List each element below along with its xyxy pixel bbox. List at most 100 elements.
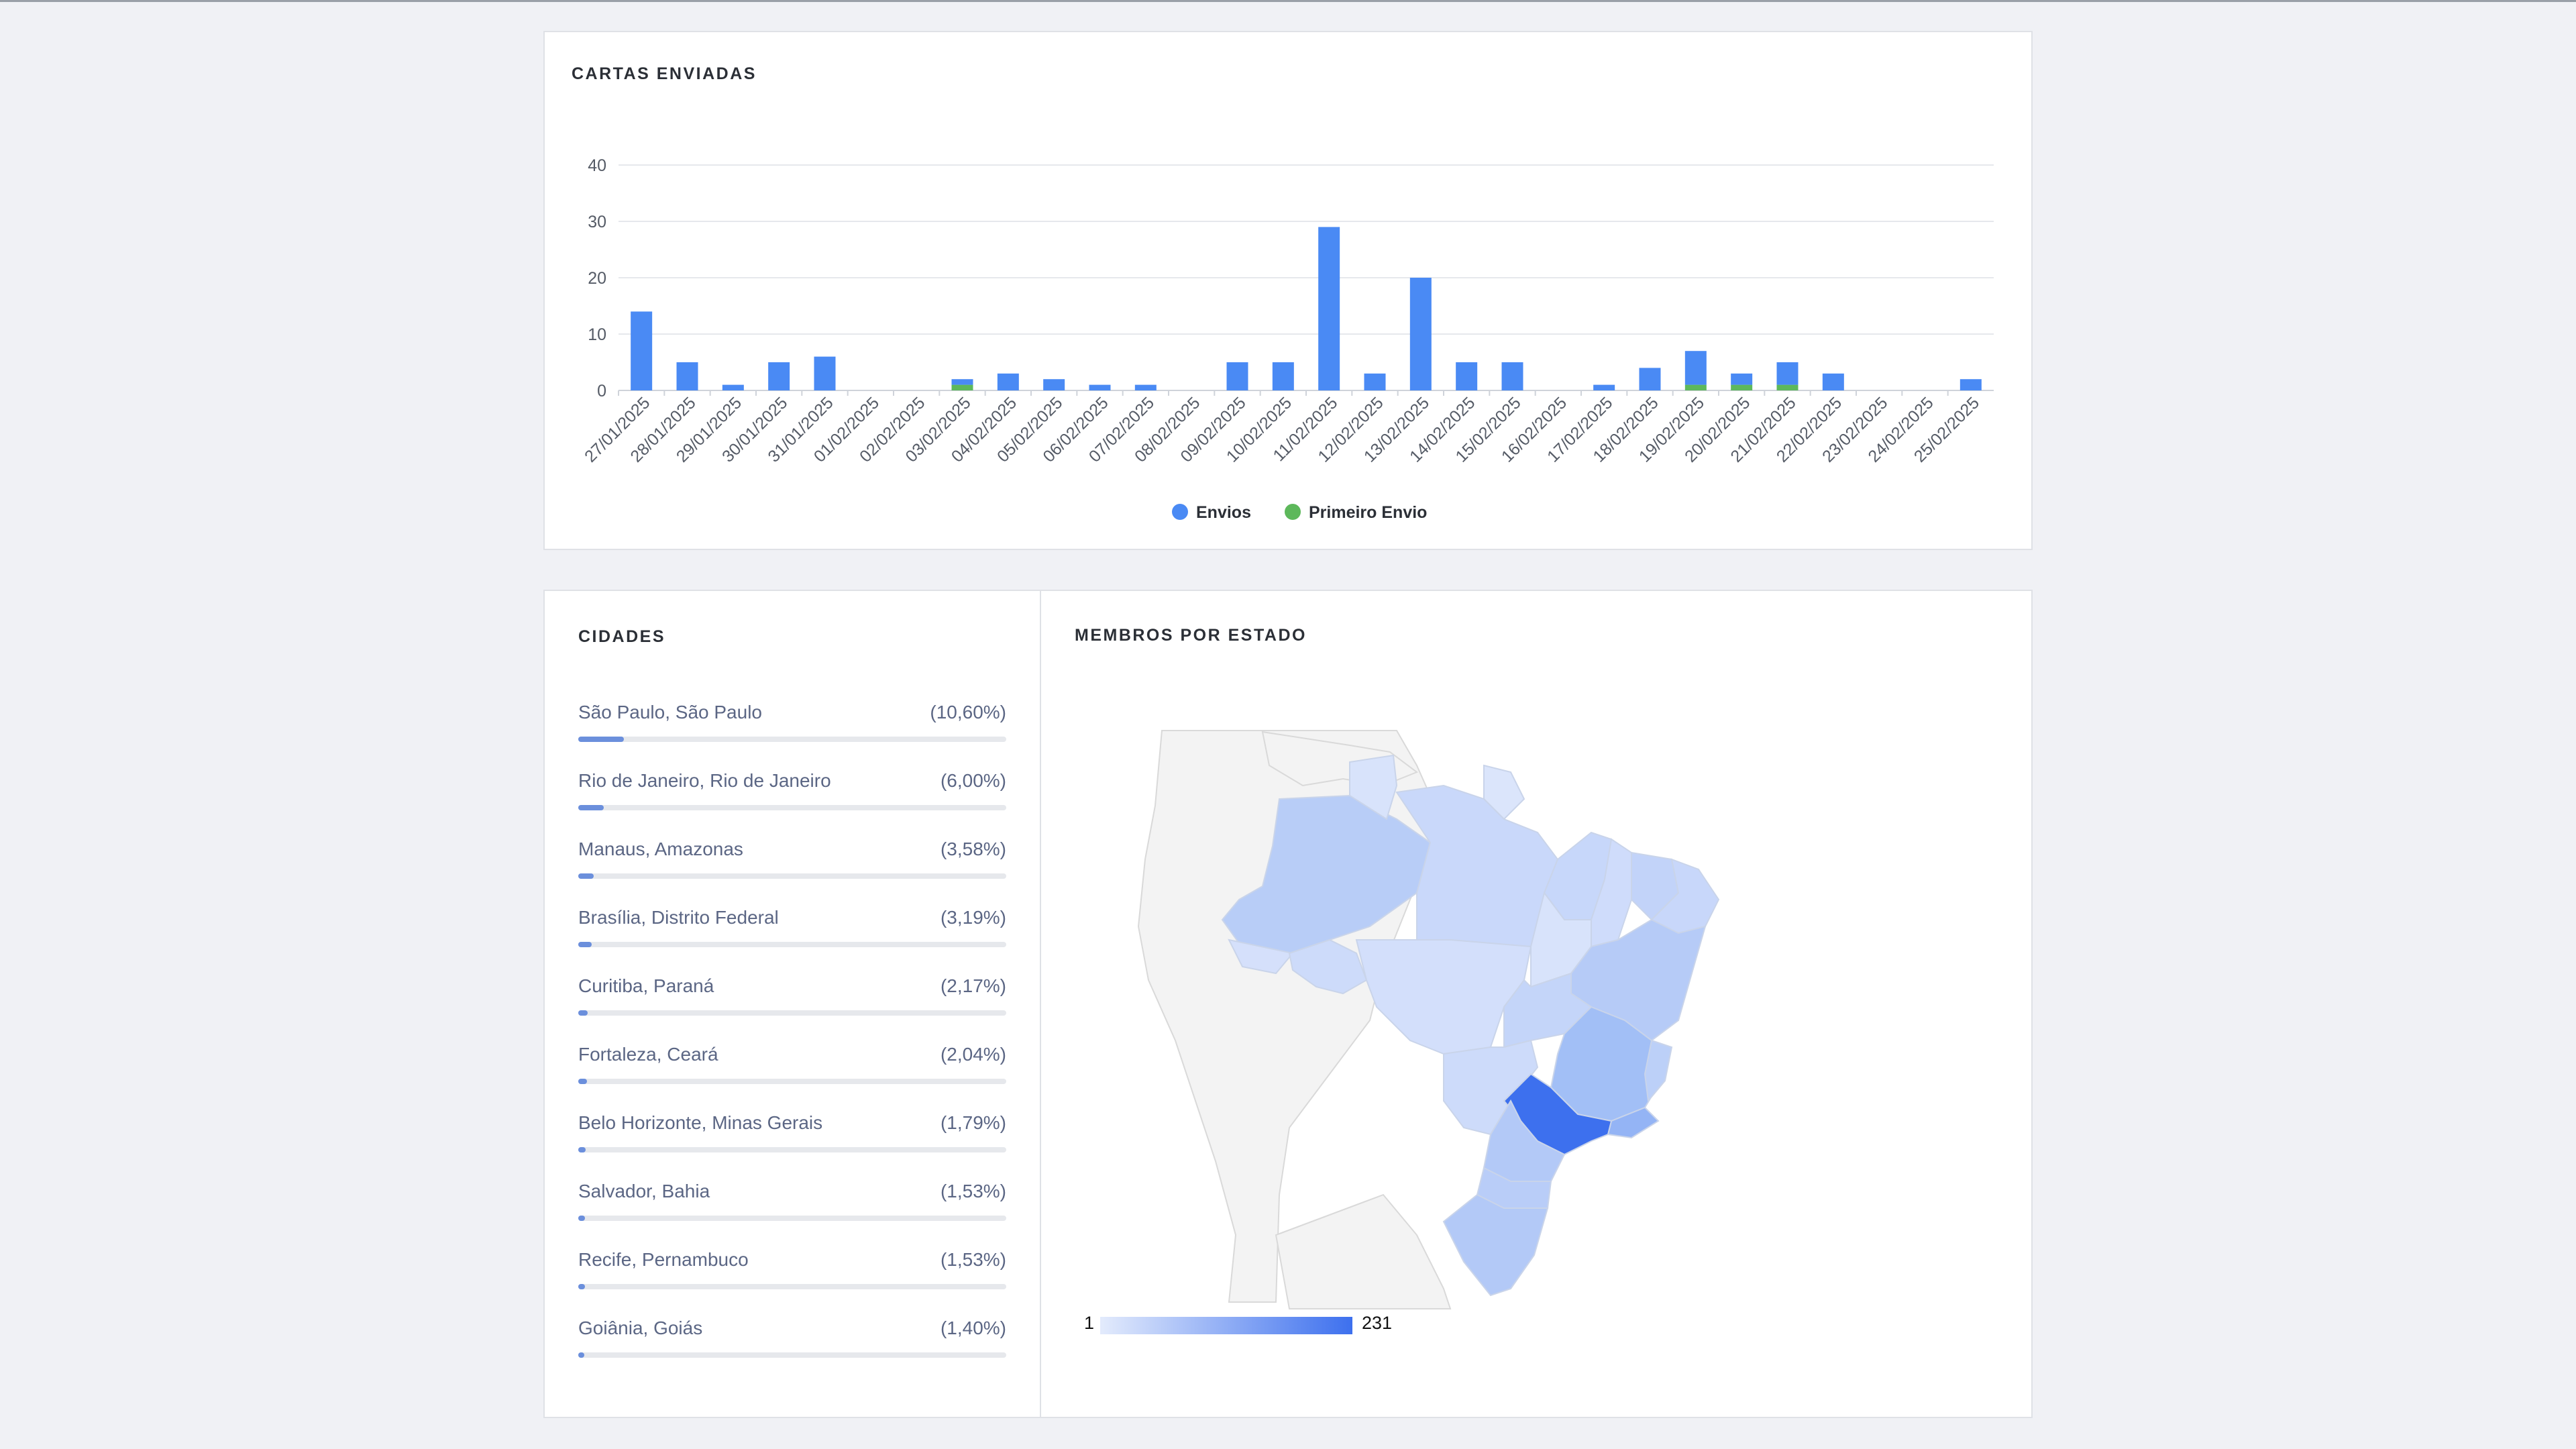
bar-envios: [1089, 384, 1111, 390]
bar-envios: [1409, 278, 1432, 390]
y-tick-label: 10: [588, 325, 606, 344]
city-progress-track: [578, 1352, 1006, 1358]
top-border: [0, 0, 2576, 2]
city-list-item: São Paulo, São Paulo (10,60%): [578, 702, 1006, 770]
city-list-item: Fortaleza, Ceará (2,04%): [578, 1044, 1006, 1112]
city-progress-track: [578, 1010, 1006, 1016]
bar-primeiro-envio: [1684, 384, 1707, 390]
legend-gradient-bar: [1100, 1317, 1352, 1334]
city-name: Belo Horizonte, Minas Gerais: [578, 1112, 823, 1133]
city-list-item: Recife, Pernambuco (1,53%): [578, 1249, 1006, 1318]
bar-envios: [1776, 362, 1799, 385]
city-list-item: Curitiba, Paraná (2,17%): [578, 975, 1006, 1044]
bar-primeiro-envio: [1731, 384, 1753, 390]
bar-envios: [1639, 368, 1661, 390]
city-progress-track: [578, 805, 1006, 810]
bar-envios: [1456, 362, 1478, 390]
bar-envios: [1684, 351, 1707, 385]
cidades-card: CIDADES São Paulo, São Paulo (10,60%) Rio …: [543, 590, 1041, 1418]
legend-max-value: 231: [1362, 1313, 1393, 1333]
bar-envios: [1822, 373, 1844, 390]
city-percentage: (1,53%): [940, 1249, 1006, 1270]
bar-envios: [1318, 227, 1340, 390]
city-percentage: (2,04%): [940, 1044, 1006, 1065]
bar-envios: [676, 362, 698, 390]
legend-label: Primeiro Envio: [1309, 503, 1427, 522]
bar-envios: [722, 384, 744, 390]
argentina-uruguay: [1275, 1193, 1452, 1309]
city-percentage: (1,79%): [940, 1112, 1006, 1133]
city-progress-track: [578, 737, 1006, 742]
brazil-map: [1137, 730, 1720, 1309]
city-list-item: Salvador, Bahia (1,53%): [578, 1181, 1006, 1249]
city-name: Manaus, Amazonas: [578, 839, 743, 859]
bar-envios: [997, 373, 1019, 390]
city-name: Rio de Janeiro, Rio de Janeiro: [578, 770, 831, 791]
city-list-item: Goiânia, Goiás (1,40%): [578, 1318, 1006, 1386]
bar-envios: [1593, 384, 1615, 390]
city-progress-track: [578, 873, 1006, 879]
bar-envios: [1134, 384, 1157, 390]
state-espirito-santo: [1644, 1039, 1673, 1103]
city-percentage: (10,60%): [930, 702, 1006, 722]
y-tick-label: 40: [588, 156, 606, 175]
map-title: MEMBROS POR ESTADO: [1075, 626, 1307, 645]
city-name: Goiânia, Goiás: [578, 1318, 703, 1338]
city-progress-fill: [578, 805, 604, 810]
state-acre: [1228, 938, 1294, 975]
city-percentage: (1,40%): [940, 1318, 1006, 1338]
city-name: Curitiba, Paraná: [578, 975, 714, 996]
bar-envios: [1731, 373, 1753, 385]
y-tick-label: 30: [588, 213, 606, 231]
city-name: Brasília, Distrito Federal: [578, 907, 779, 928]
city-percentage: (3,19%): [940, 907, 1006, 928]
cities-title: CIDADES: [578, 627, 666, 646]
cartas-enviadas-card: CARTAS ENVIADAS 0 10 20 30 40 27/01/2025 28/01…: [543, 31, 2033, 550]
city-list-item: Rio de Janeiro, Rio de Janeiro (6,00%): [578, 770, 1006, 839]
bar-primeiro-envio: [951, 384, 973, 390]
y-tick-label: 0: [597, 382, 606, 400]
city-progress-track: [578, 1147, 1006, 1152]
city-percentage: (1,53%): [940, 1181, 1006, 1201]
city-name: Recife, Pernambuco: [578, 1249, 749, 1270]
city-progress-fill: [578, 1352, 584, 1358]
state-amapa: [1483, 764, 1525, 820]
city-percentage: (6,00%): [940, 770, 1006, 791]
bar-envios: [1960, 379, 1982, 390]
bar-primeiro-envio: [1776, 384, 1799, 390]
state-rondonia: [1288, 938, 1368, 995]
bar-envios: [814, 356, 836, 390]
city-progress-fill: [578, 1079, 587, 1084]
legend-label: Envios: [1196, 503, 1251, 522]
bar-envios: [1364, 373, 1386, 390]
city-progress-track: [578, 942, 1006, 947]
y-tick-label: 20: [588, 269, 606, 288]
bar-envios: [1226, 362, 1248, 390]
legend-marker: [1285, 504, 1301, 520]
city-percentage: (3,58%): [940, 839, 1006, 859]
city-name: São Paulo, São Paulo: [578, 702, 762, 722]
bar-envios: [951, 379, 973, 385]
bar-envios: [631, 311, 653, 390]
bar-envios: [1501, 362, 1523, 390]
city-list: São Paulo, São Paulo (10,60%) Rio de Janei…: [578, 702, 1006, 1406]
bar-chart: 01020304027/01/202528/01/202529/01/20253…: [581, 156, 1994, 522]
city-progress-fill: [578, 1284, 585, 1289]
city-progress-track: [578, 1216, 1006, 1221]
state-mato-grosso: [1355, 939, 1532, 1055]
city-progress-fill: [578, 737, 624, 742]
legend-marker: [1172, 504, 1188, 520]
city-list-item: Manaus, Amazonas (3,58%): [578, 839, 1006, 907]
city-name: Fortaleza, Ceará: [578, 1044, 718, 1065]
chart-title: CARTAS ENVIADAS: [572, 64, 757, 83]
state-rio-grande-do-sul: [1442, 1193, 1549, 1297]
membros-por-estado-card: MEMBROS POR ESTADO: [1040, 590, 2033, 1418]
bar-envios: [1043, 379, 1065, 390]
city-list-item: Brasília, Distrito Federal (3,19%): [578, 907, 1006, 975]
city-progress-fill: [578, 873, 594, 879]
legend-min-value: 1: [1084, 1313, 1095, 1333]
city-name: Salvador, Bahia: [578, 1181, 710, 1201]
city-progress-fill: [578, 1010, 588, 1016]
city-list-item: Belo Horizonte, Minas Gerais (1,79%): [578, 1112, 1006, 1181]
city-progress-fill: [578, 942, 592, 947]
